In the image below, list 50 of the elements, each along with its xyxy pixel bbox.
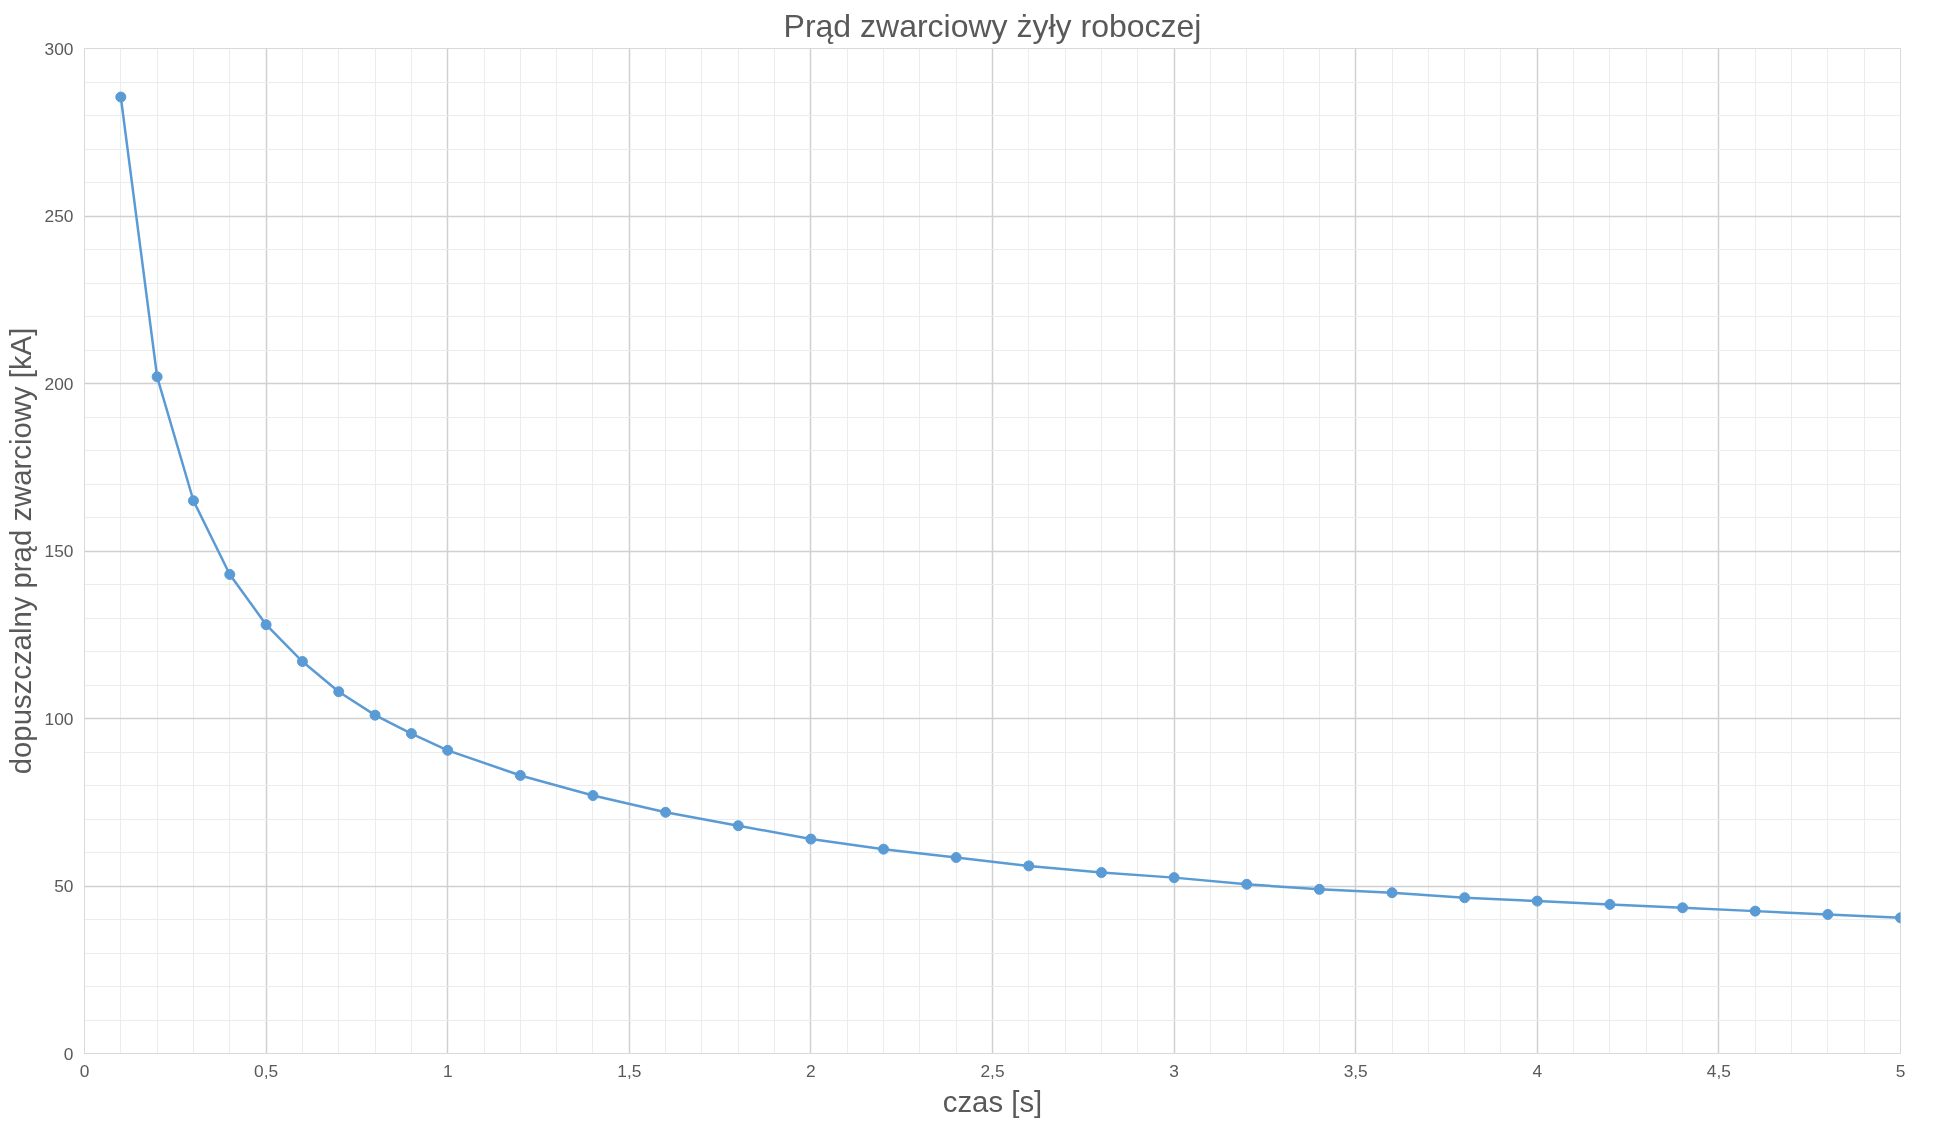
y-tick-label: 300	[44, 38, 74, 59]
point	[151, 371, 163, 383]
point	[587, 790, 599, 802]
x-tick-label: 0,5	[254, 1060, 279, 1081]
point	[1531, 895, 1543, 907]
point	[950, 852, 962, 864]
x-tick-label: 4,5	[1706, 1060, 1731, 1081]
point	[333, 686, 345, 698]
point	[296, 656, 308, 668]
x-tick-label: 5	[1895, 1060, 1906, 1081]
point	[369, 709, 381, 721]
point	[514, 769, 526, 781]
y-tick-label: 150	[44, 541, 74, 561]
point	[1241, 878, 1253, 890]
y-tick-label: 50	[54, 876, 74, 896]
point	[1604, 898, 1616, 910]
x-tick-label: 3,5	[1343, 1060, 1368, 1081]
point	[1168, 872, 1180, 884]
x-axis-title: czas [s]	[942, 1084, 1043, 1118]
x-tick-label: 2,5	[980, 1060, 1005, 1081]
point	[1459, 892, 1471, 904]
x-tick-label: 4	[1532, 1060, 1543, 1081]
point	[1677, 902, 1689, 914]
point	[1095, 867, 1107, 879]
point	[1023, 860, 1035, 872]
y-tick-label: 200	[44, 373, 74, 394]
point	[115, 91, 127, 103]
chart-title: Prąd zwarciowy żyły roboczej	[783, 7, 1202, 44]
y-tick-label: 0	[63, 1043, 74, 1064]
x-tick-label: 2	[806, 1060, 816, 1081]
x-tick-label: 3	[1169, 1060, 1179, 1081]
point	[660, 806, 672, 818]
x-tick-label: 1	[442, 1060, 453, 1081]
point	[1749, 905, 1761, 917]
y-tick-label: 250	[44, 206, 74, 226]
y-tick-label: 100	[44, 708, 74, 729]
point	[405, 728, 417, 740]
x-tick-label: 1,5	[617, 1060, 642, 1081]
point	[732, 820, 744, 832]
point	[187, 495, 199, 507]
point	[878, 843, 890, 855]
point	[224, 568, 236, 580]
point	[260, 619, 272, 631]
point	[1822, 908, 1834, 920]
y-axis-title: dopuszczalny prąd zwarciowy [kA]	[3, 327, 37, 775]
point	[1313, 883, 1325, 895]
point	[805, 833, 817, 845]
point	[1386, 887, 1398, 899]
point	[442, 744, 454, 756]
x-tick-label: 0	[79, 1060, 90, 1081]
